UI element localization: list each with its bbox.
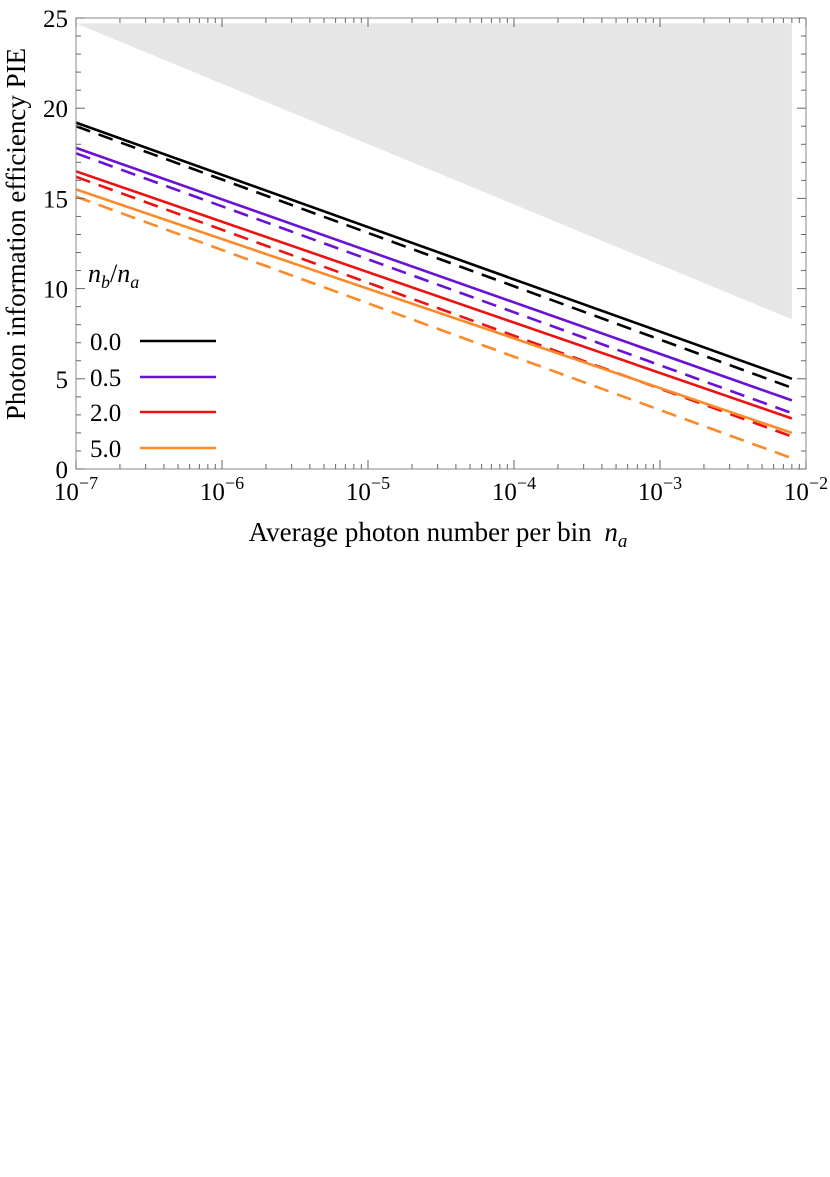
series-line-5-0-dashed bbox=[75, 195, 793, 460]
y-tick-label: 5 bbox=[56, 367, 69, 394]
series-line-0-0-dashed bbox=[75, 124, 793, 390]
series-line-5-0-solid bbox=[75, 188, 793, 435]
legend-label: 0.5 bbox=[90, 365, 121, 392]
y-tick-label: 10 bbox=[43, 277, 68, 304]
plot-border bbox=[75, 17, 807, 470]
y-tick-label: 20 bbox=[43, 96, 68, 123]
legend-label: 2.0 bbox=[90, 400, 121, 427]
x-tick-label: 10−7 bbox=[54, 473, 98, 506]
pie-chart: 10−7 10−6 10−5 10−4 10−3 10−2 0 5 10 15 20 25 Avera… bbox=[1, 6, 828, 552]
y-tick-label: 25 bbox=[43, 6, 68, 33]
x-axis-title: Average photon number per bin na bbox=[249, 517, 628, 552]
y-tick-label: 15 bbox=[43, 186, 68, 213]
x-tick-label: 10−3 bbox=[638, 473, 682, 506]
series-layer bbox=[75, 121, 793, 460]
tick-marks bbox=[75, 17, 807, 470]
series-line-0-0-solid bbox=[75, 121, 793, 381]
plot-frame bbox=[75, 17, 807, 470]
shaded-bound-region bbox=[76, 23, 792, 320]
legend: nb/na 0.0 0.5 2.0 5.0 bbox=[88, 259, 216, 463]
y-tick-label: 0 bbox=[56, 457, 69, 484]
legend-label: 0.0 bbox=[90, 329, 121, 356]
x-tick-label: 10−4 bbox=[492, 473, 536, 506]
legend-title: nb/na bbox=[88, 259, 139, 292]
legend-entries: 0.0 0.5 2.0 5.0 bbox=[90, 329, 216, 463]
y-axis-title: Photon information efficiency PIE bbox=[1, 48, 31, 420]
shaded-bound-region-layer bbox=[76, 23, 792, 320]
series-line-0-5-dashed bbox=[75, 152, 793, 415]
x-tick-label: 10−2 bbox=[784, 473, 828, 506]
series-line-0-5-solid bbox=[75, 146, 793, 402]
tick-labels: 10−7 10−6 10−5 10−4 10−3 10−2 0 5 10 15 20 25 bbox=[43, 6, 828, 506]
x-tick-label: 10−6 bbox=[200, 473, 244, 506]
legend-label: 5.0 bbox=[90, 436, 121, 463]
x-tick-label: 10−5 bbox=[346, 473, 390, 506]
series-line-2-0-solid bbox=[75, 170, 793, 420]
